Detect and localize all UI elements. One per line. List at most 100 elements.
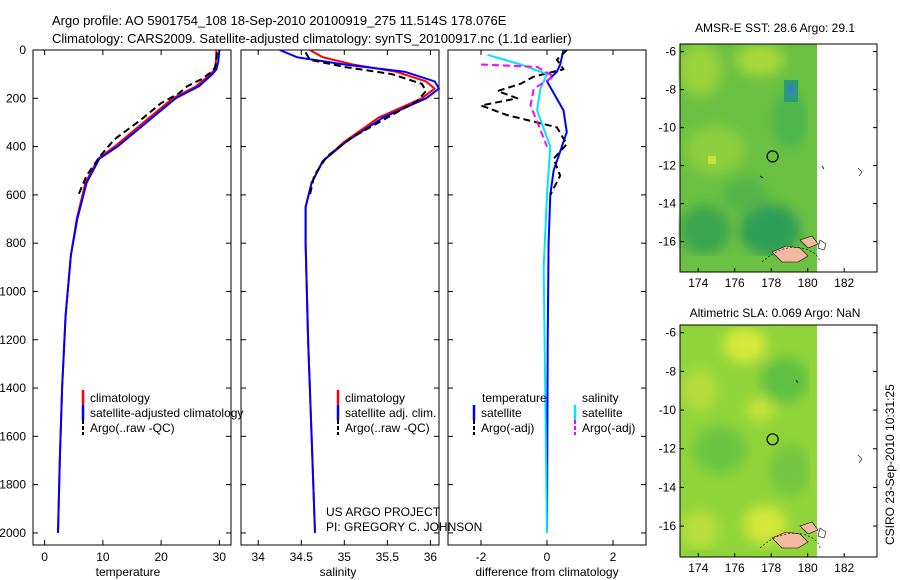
- map-x-tick-label: 182: [834, 276, 854, 290]
- x-tick-label: 30: [213, 550, 227, 564]
- sla-argo-position-marker: [766, 433, 779, 446]
- map-x-tick-label: 176: [725, 276, 745, 290]
- sla-map-y-ticks: -6 -8 -10 -12 -14 -16: [659, 326, 877, 533]
- sst-argo-position-marker: [766, 150, 779, 163]
- x-tick-label: 34: [252, 550, 266, 564]
- sla-map-x-ticks: 174 176 178 180 182: [688, 553, 854, 575]
- x-tick-label: 2: [610, 550, 617, 564]
- map-x-tick-label: 180: [798, 561, 818, 575]
- sst-field-blobs: [678, 44, 808, 256]
- sst-warm-patch: [708, 156, 716, 164]
- sla-map-frame: [679, 324, 878, 558]
- y-tick-label: 200: [6, 91, 26, 105]
- x-tick-label: 35.5: [376, 550, 400, 564]
- sst-blue-patch: [788, 86, 794, 94]
- sst-map-frame: [679, 43, 878, 273]
- series-line-temperature-argo-adj: [480, 49, 568, 196]
- sst-land-outlines: [759, 165, 863, 263]
- map-y-tick-label: -10: [659, 403, 677, 417]
- sla-field-blobs: [680, 327, 810, 550]
- salinity-x-ticks: 34 34.5 35 35.5 36: [241, 49, 439, 564]
- difference-x-ticks: -2 0 2: [448, 49, 646, 564]
- credit-line-2: PI: GREGORY C. JOHNSON: [326, 520, 482, 534]
- difference-panel: -2 0 2 difference from climatology tempera…: [447, 49, 647, 579]
- series-line-climatology: [304, 49, 436, 533]
- series-line-salinity-satellite: [487, 53, 552, 533]
- x-tick-label: 20: [154, 550, 168, 564]
- temperature-panel: 0 10 20 30 0 200 400 600 800 1000 1200 1400 1600 180…: [0, 43, 243, 579]
- map-y-tick-label: -6: [665, 326, 676, 340]
- map-x-tick-label: 174: [688, 276, 708, 290]
- salinity-panel: 34 34.5 35 35.5 36 salinity climatology sate…: [240, 49, 482, 579]
- legend-label-sal-satellite: satellite: [582, 406, 623, 420]
- legend-label-temp-argo: Argo(-adj): [481, 421, 534, 435]
- series-line-salinity-argo-adj: [480, 63, 555, 147]
- side-timestamp: CSIRO 23-Sep-2010 10:31:25: [883, 384, 897, 545]
- map-y-tick-label: -8: [665, 83, 676, 97]
- series-line-argo-raw-qc: [304, 51, 428, 196]
- x-tick-label: 10: [96, 550, 110, 564]
- difference-legend: temperature satellite Argo(-adj) salinit…: [472, 391, 635, 435]
- y-tick-label: 400: [6, 140, 26, 154]
- credit-line-1: US ARGO PROJECT: [326, 505, 441, 519]
- series-line-temperature-satellite: [546, 49, 568, 533]
- legend-title-temperature: temperature: [482, 391, 547, 405]
- legend-label-satellite-adjusted: satellite-adjusted climatology: [90, 406, 243, 420]
- map-y-tick-label: -10: [659, 121, 677, 135]
- figure-title-line-1: Argo profile: AO 5901754_108 18-Sep-2010…: [52, 13, 507, 28]
- series-line-satellite-adj-clim: [279, 49, 440, 533]
- series-line-argo-raw-qc: [77, 52, 218, 196]
- salinity-lines: [279, 49, 440, 533]
- map-x-tick-label: 176: [725, 561, 745, 575]
- map-y-tick-label: -6: [665, 45, 676, 59]
- y-tick-label: 2000: [0, 526, 26, 540]
- map-x-tick-label: 178: [761, 276, 781, 290]
- sst-map-field: [678, 44, 863, 272]
- x-tick-label: 0: [544, 550, 551, 564]
- figure-title-line-2: Climatology: CARS2009. Satellite-adjuste…: [52, 31, 572, 46]
- x-tick-label: 35: [338, 550, 352, 564]
- map-x-tick-label: 178: [761, 561, 781, 575]
- difference-x-label: difference from climatology: [475, 565, 618, 579]
- y-tick-label: 600: [6, 188, 26, 202]
- pressure-y-ticks: 0 200 400 600 800 1000 1200 1400 1600 1800 2000: [0, 43, 38, 540]
- y-tick-label: 1200: [0, 333, 26, 347]
- legend-label-climatology: climatology: [90, 391, 150, 405]
- temperature-lines: [57, 49, 221, 533]
- x-tick-label: 34.5: [290, 550, 314, 564]
- y-tick-label: 1000: [0, 284, 26, 298]
- y-tick-label: 800: [6, 236, 26, 250]
- y-tick-label: 1800: [0, 478, 26, 492]
- x-tick-label: 0: [41, 550, 48, 564]
- sla-map-panel: Altimetric SLA: 0.069 Argo: NaN: [659, 306, 878, 575]
- map-y-tick-label: -8: [665, 364, 676, 378]
- y-tick-label: 0: [19, 43, 26, 57]
- temperature-axes-frame: [32, 49, 232, 546]
- series-line-satellite-adjusted-climatology: [57, 49, 221, 533]
- x-tick-label: -2: [476, 550, 487, 564]
- sst-map-y-ticks: -6 -8 -10 -12 -14 -16: [659, 45, 877, 249]
- legend-label-argo: Argo(..raw -QC): [90, 421, 175, 435]
- temperature-legend: climatology satellite-adjusted climatolo…: [81, 390, 243, 435]
- map-x-tick-label: 182: [834, 561, 854, 575]
- legend-label-satellite-adj: satellite adj. clim.: [345, 406, 436, 420]
- salinity-legend: climatology satellite adj. clim. Argo(..…: [336, 390, 436, 435]
- sla-land-outlines: [759, 379, 863, 549]
- legend-label-climatology: climatology: [345, 391, 405, 405]
- salinity-axes-frame: [240, 49, 440, 546]
- sla-map-title: Altimetric SLA: 0.069 Argo: NaN: [690, 306, 861, 320]
- sst-map-x-ticks: 174 176 178 180 182: [688, 268, 854, 290]
- legend-label-argo: Argo(..raw -QC): [345, 421, 430, 435]
- x-tick-label: 36: [424, 550, 438, 564]
- map-x-tick-label: 174: [688, 561, 708, 575]
- map-y-tick-label: -12: [659, 159, 677, 173]
- map-y-tick-label: -16: [659, 235, 677, 249]
- map-y-tick-label: -12: [659, 442, 677, 456]
- y-tick-label: 1400: [0, 381, 26, 395]
- map-y-tick-label: -14: [659, 480, 677, 494]
- temperature-x-label: temperature: [96, 565, 161, 579]
- legend-title-salinity: salinity: [582, 391, 619, 405]
- legend-label-sal-argo: Argo(-adj): [582, 421, 635, 435]
- difference-lines: [480, 49, 568, 533]
